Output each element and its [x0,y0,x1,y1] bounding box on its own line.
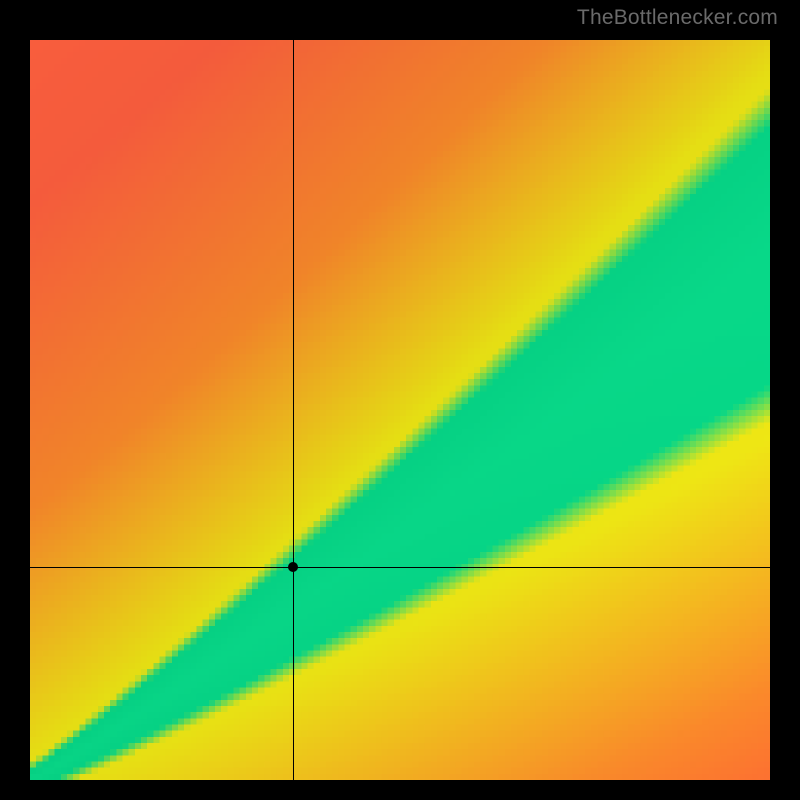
bottleneck-heatmap [30,40,770,780]
attribution-text: TheBottlenecker.com [577,6,778,30]
heatmap-canvas [30,40,770,780]
